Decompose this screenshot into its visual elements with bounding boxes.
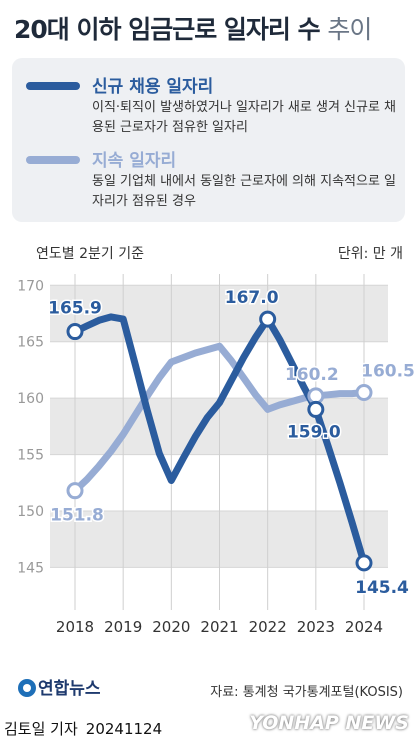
data-point: [259, 310, 277, 328]
x-tick-label: 2024: [345, 618, 383, 636]
title-main: 20대 이하 임금근로 일자리 수: [14, 15, 321, 44]
data-point: [66, 482, 84, 500]
x-tick-label: 2018: [56, 618, 94, 636]
unit-note: 단위: 만 개: [337, 246, 403, 262]
data-point: [355, 384, 373, 401]
data-point: [66, 323, 84, 341]
legend-name-new-hire: 신규 채용 일자리: [92, 77, 214, 97]
x-tick-label: 2020: [152, 618, 190, 636]
legend-box: 신규 채용 일자리 이직·퇴직이 발생하였거나 일자리가 새로 생겨 신규로 채…: [12, 58, 405, 222]
y-tick-label: 170: [17, 278, 44, 294]
watermark: YONHAP NEWS: [249, 712, 409, 734]
y-tick-label: 150: [17, 504, 44, 520]
legend-desc-new-hire: 이직·퇴직이 발생하였거나 일자리가 새로 생겨 신규로 채용된 근로자가 점유…: [92, 100, 397, 135]
yonhap-logo: 연합뉴스: [18, 674, 101, 699]
legend-name-continuing: 지속 일자리: [92, 151, 177, 171]
source-note: 자료: 통계청 국가통계포털(KOSIS): [210, 685, 403, 700]
data-label: 167.0: [225, 288, 279, 308]
data-point: [307, 400, 325, 418]
y-tick-label: 165: [17, 335, 44, 351]
data-point: [355, 554, 373, 572]
logo-text: 연합뉴스: [38, 679, 101, 699]
title-light: 추이: [327, 15, 372, 44]
basis-note: 연도별 2분기 기준: [36, 246, 144, 262]
legend-swatch-new-hire: [26, 82, 80, 90]
logo-mark-icon: [18, 679, 36, 697]
data-label: 145.4: [355, 578, 409, 598]
chart-title: 20대 이하 임금근로 일자리 수 추이: [14, 10, 372, 46]
data-label: 159.0: [287, 422, 341, 442]
data-label: 160.5: [361, 362, 415, 382]
x-tick-label: 2023: [297, 618, 335, 636]
y-tick-label: 155: [17, 448, 44, 464]
reporter-date: 20241124: [85, 720, 163, 738]
data-label: 165.9: [48, 299, 102, 319]
y-tick-label: 145: [17, 560, 44, 576]
data-point: [307, 387, 325, 405]
x-tick-label: 2019: [104, 618, 142, 636]
reporter-credit: 김토일 기자 20241124: [4, 718, 162, 739]
x-tick-label: 2021: [200, 618, 238, 636]
x-tick-label: 2022: [249, 618, 287, 636]
y-tick-label: 160: [17, 391, 44, 407]
reporter-name: 김토일 기자: [4, 720, 78, 738]
data-label: 151.8: [50, 506, 104, 526]
legend-desc-continuing: 동일 기업체 내에서 동일한 근로자에 의해 지속적으로 일자리가 점유된 경우: [92, 174, 397, 209]
legend-swatch-continuing: [26, 156, 80, 164]
data-label: 160.2: [285, 365, 339, 385]
